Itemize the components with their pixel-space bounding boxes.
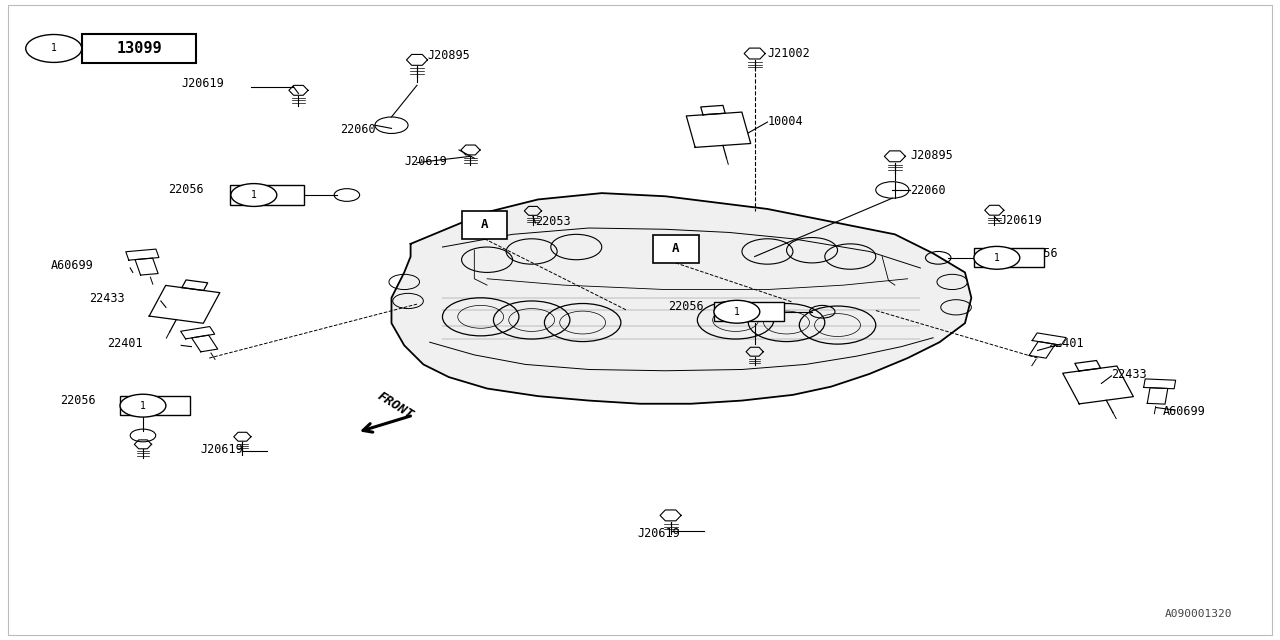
Text: J20619: J20619 [637, 527, 680, 540]
Text: 1: 1 [733, 307, 740, 317]
Text: 22056: 22056 [1023, 246, 1059, 260]
Text: 22401: 22401 [1048, 337, 1083, 349]
Circle shape [714, 300, 760, 323]
Text: 1: 1 [993, 253, 1000, 263]
Text: 1: 1 [140, 401, 146, 411]
Text: FRONT: FRONT [375, 389, 416, 421]
Text: A60699: A60699 [51, 259, 93, 272]
Text: J20619: J20619 [200, 444, 243, 456]
Circle shape [120, 394, 166, 417]
Text: 22056: 22056 [60, 394, 96, 407]
Text: 10004: 10004 [768, 115, 803, 127]
Polygon shape [1032, 333, 1066, 345]
Text: 1: 1 [51, 44, 56, 54]
Polygon shape [180, 326, 215, 339]
FancyBboxPatch shape [714, 302, 785, 321]
Text: 22053: 22053 [535, 215, 571, 228]
Text: 1: 1 [251, 190, 257, 200]
Polygon shape [125, 249, 159, 260]
Text: J20619: J20619 [404, 155, 447, 168]
Text: A60699: A60699 [1162, 405, 1206, 418]
FancyBboxPatch shape [462, 211, 507, 239]
FancyBboxPatch shape [82, 34, 197, 63]
Text: J21002: J21002 [768, 47, 810, 60]
Text: 22433: 22433 [1111, 369, 1147, 381]
FancyBboxPatch shape [653, 235, 699, 263]
Text: A090001320: A090001320 [1165, 609, 1233, 620]
FancyBboxPatch shape [974, 248, 1044, 268]
FancyBboxPatch shape [229, 186, 303, 205]
Text: J20895: J20895 [910, 149, 952, 162]
Text: 22060: 22060 [910, 184, 946, 197]
Text: 22433: 22433 [90, 292, 125, 305]
Text: J20895: J20895 [428, 49, 470, 61]
Text: 22056: 22056 [668, 301, 704, 314]
Polygon shape [1143, 379, 1175, 388]
Circle shape [230, 184, 276, 207]
FancyBboxPatch shape [120, 396, 191, 415]
Text: A: A [672, 243, 680, 255]
Circle shape [26, 35, 82, 63]
Text: 13099: 13099 [116, 41, 163, 56]
Text: J20619: J20619 [1000, 214, 1042, 227]
Text: 22056: 22056 [169, 183, 204, 196]
Text: A: A [481, 218, 488, 231]
Polygon shape [392, 193, 972, 404]
Text: 22060: 22060 [340, 123, 376, 136]
Circle shape [974, 246, 1020, 269]
Text: J20619: J20619 [182, 77, 224, 90]
Text: 22401: 22401 [108, 337, 143, 349]
